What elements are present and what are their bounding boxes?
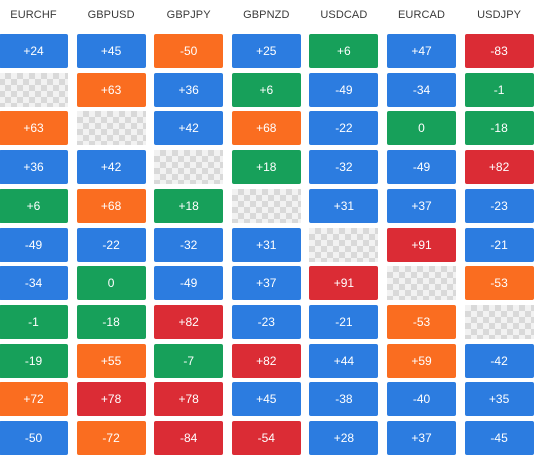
correlation-cell[interactable]: -32 [154,227,224,262]
column-header-gbpjpy: GBPJPY [166,9,211,21]
correlation-cell[interactable]: -83 [464,34,534,68]
correlation-cell[interactable]: -1 [0,304,68,339]
correlation-cell[interactable]: -53 [387,304,456,339]
correlation-cell[interactable]: +63 [0,111,68,146]
correlation-cell[interactable]: -50 [154,34,224,68]
column-header-usdcad: USDCAD [320,9,368,21]
correlation-cell[interactable]: -40 [387,382,456,417]
correlation-cell[interactable]: +31 [309,188,379,223]
correlation-cell[interactable]: -7 [154,343,224,378]
correlation-cell[interactable]: -21 [464,227,534,262]
correlation-cell[interactable]: +18 [154,188,224,223]
correlation-cell[interactable]: -49 [0,227,68,262]
correlation-cell[interactable]: +91 [387,227,456,262]
correlation-cell[interactable]: +82 [231,343,301,378]
correlation-cell[interactable]: +6 [0,188,68,223]
empty-cell [154,150,224,185]
correlation-cell[interactable]: -49 [154,266,224,301]
correlation-cell[interactable]: +59 [387,343,456,378]
empty-cell [464,304,534,339]
correlation-cell[interactable]: -21 [309,304,379,339]
correlation-cell[interactable]: 0 [387,111,456,146]
correlation-cell[interactable]: -54 [231,421,301,455]
correlation-cell[interactable]: +42 [76,150,146,185]
empty-cell [231,188,301,223]
correlation-cell[interactable]: -23 [464,188,534,223]
correlation-cell[interactable]: +78 [76,382,146,417]
correlation-cell[interactable]: -34 [387,72,456,107]
correlation-cell[interactable]: -45 [464,421,534,455]
correlation-cell[interactable]: -49 [309,72,379,107]
correlation-cell[interactable]: +31 [231,227,301,262]
column-header-eurcad: EURCAD [397,9,446,21]
correlation-cell[interactable]: -23 [231,304,301,339]
correlation-cell[interactable]: -18 [464,111,534,146]
correlation-cell[interactable]: 0 [76,266,146,301]
correlation-cell[interactable]: -72 [76,421,146,455]
empty-cell [387,266,456,301]
correlation-cell[interactable]: +91 [309,266,379,301]
correlation-cell[interactable]: -53 [464,266,534,301]
correlation-cell[interactable]: +47 [387,34,456,68]
correlation-cell[interactable]: +37 [231,266,301,301]
correlation-cell[interactable]: -1 [464,72,534,107]
correlation-cell[interactable]: -22 [76,227,146,262]
correlation-cell[interactable]: +82 [464,150,534,185]
correlation-cell[interactable]: -50 [0,421,68,455]
correlation-cell[interactable]: +36 [0,150,68,185]
correlation-cell[interactable]: -84 [154,421,224,455]
empty-cell [309,227,379,262]
column-header-eurchf: EURCHF [10,9,57,21]
column-header-gbpusd: GBPUSD [87,9,135,21]
empty-cell [76,111,146,146]
column-header-usdjpy: USDJPY [477,9,522,21]
correlation-cell[interactable]: +24 [0,34,68,68]
correlation-cell[interactable]: -38 [309,382,379,417]
correlation-cell[interactable]: -19 [0,343,68,378]
correlation-cell[interactable]: -49 [387,150,456,185]
correlation-cell[interactable]: -32 [309,150,379,185]
correlation-cell[interactable]: +25 [231,34,301,68]
correlation-cell[interactable]: +78 [154,382,224,417]
column-header-gbpnzd: GBPNZD [243,9,290,21]
correlation-cell[interactable]: +6 [231,72,301,107]
correlation-cell[interactable]: +6 [309,34,379,68]
correlation-cell[interactable]: -22 [309,111,379,146]
correlation-cell[interactable]: +37 [387,421,456,455]
correlation-cell[interactable]: +35 [464,382,534,417]
correlation-cell[interactable]: -34 [0,266,68,301]
correlation-cell[interactable]: +18 [231,150,301,185]
correlation-cell[interactable]: +44 [309,343,379,378]
correlation-cell[interactable]: +68 [231,111,301,146]
correlation-cell[interactable]: +28 [309,421,379,455]
correlation-cell[interactable]: +36 [154,72,224,107]
correlation-cell[interactable]: +55 [76,343,146,378]
correlation-cell[interactable]: +45 [231,382,301,417]
correlation-cell[interactable]: +68 [76,188,146,223]
correlation-cell[interactable]: +72 [0,382,68,417]
correlation-cell[interactable]: +63 [76,72,146,107]
correlation-cell[interactable]: +82 [154,304,224,339]
correlation-cell[interactable]: +37 [387,188,456,223]
empty-cell [0,72,68,107]
correlation-cell[interactable]: -18 [76,304,146,339]
correlation-cell[interactable]: +42 [154,111,224,146]
correlation-cell[interactable]: +45 [76,34,146,68]
correlation-cell[interactable]: -42 [464,343,534,378]
